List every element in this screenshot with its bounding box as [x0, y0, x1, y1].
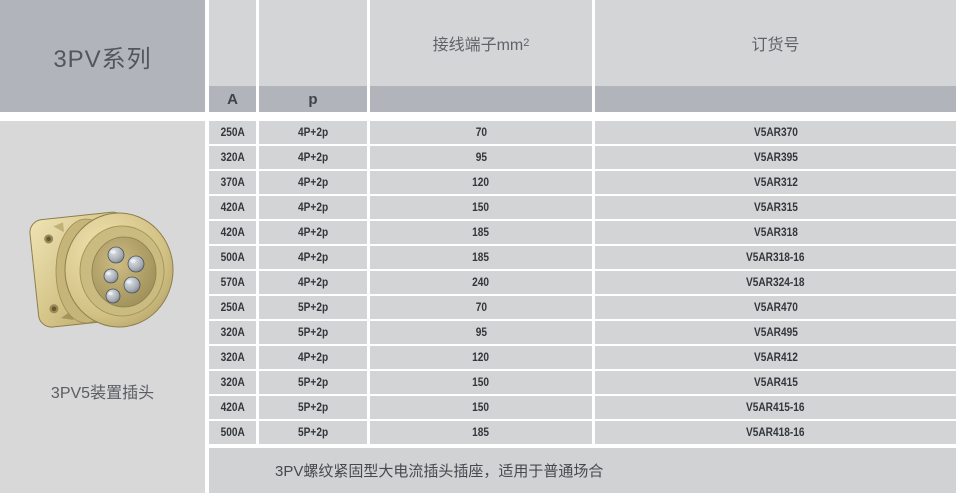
table-row: 370A 4P+2p 120 V5AR312	[209, 171, 956, 194]
cell-amperage: 500A	[209, 246, 256, 269]
subheader-amp-label: A	[227, 90, 238, 108]
cell-terminal: 185	[370, 421, 592, 444]
table-header: 接线端子mm 2 订货号 A p	[209, 0, 956, 112]
product-cell: 3PV5装置插头	[0, 121, 205, 493]
cell-amperage: 420A	[209, 196, 256, 219]
cell-terminal: 150	[370, 396, 592, 419]
header-pole-top	[259, 0, 367, 86]
connector-product-image	[29, 211, 174, 328]
table-row: 320A 4P+2p 95 V5AR395	[209, 146, 956, 169]
cell-order: V5AR470	[595, 296, 956, 319]
subheader-terminal-blank	[370, 86, 592, 112]
subheader-order-blank	[595, 86, 956, 112]
cell-poles: 5P+2p	[259, 296, 367, 319]
footer-note: 3PV螺纹紧固型大电流插头插座，适用于普通场合	[275, 463, 604, 480]
table-row: 420A 5P+2p 150 V5AR415-16	[209, 396, 956, 419]
cell-terminal: 185	[370, 221, 592, 244]
cell-order: V5AR318-16	[595, 246, 956, 269]
table-row: 500A 4P+2p 185 V5AR318-16	[209, 246, 956, 269]
table-footer: 3PV螺纹紧固型大电流插头插座，适用于普通场合	[209, 448, 956, 493]
series-title-box: 3PV系列	[0, 0, 205, 112]
cell-amperage: 320A	[209, 146, 256, 169]
cell-amperage: 250A	[209, 121, 256, 144]
cell-poles: 5P+2p	[259, 321, 367, 344]
cell-poles: 4P+2p	[259, 346, 367, 369]
cell-amperage: 320A	[209, 346, 256, 369]
cell-terminal: 95	[370, 321, 592, 344]
cell-poles: 5P+2p	[259, 421, 367, 444]
table-row: 320A 5P+2p 95 V5AR495	[209, 321, 956, 344]
cell-amperage: 570A	[209, 271, 256, 294]
table-row: 250A 4P+2p 70 V5AR370	[209, 121, 956, 144]
subheader-pole-label: p	[308, 90, 318, 108]
subheader-pole: p	[259, 86, 367, 112]
cell-amperage: 500A	[209, 421, 256, 444]
cell-terminal: 95	[370, 146, 592, 169]
series-title: 3PV系列	[53, 45, 152, 73]
table-row: 320A 4P+2p 120 V5AR412	[209, 346, 956, 369]
cell-poles: 4P+2p	[259, 196, 367, 219]
cell-amperage: 320A	[209, 321, 256, 344]
cell-order: V5AR495	[595, 321, 956, 344]
cell-order: V5AR395	[595, 146, 956, 169]
cell-order: V5AR312	[595, 171, 956, 194]
cell-amperage: 420A	[209, 396, 256, 419]
cell-poles: 4P+2p	[259, 221, 367, 244]
table-row: 500A 5P+2p 185 V5AR418-16	[209, 421, 956, 444]
table-row: 420A 4P+2p 185 V5AR318	[209, 221, 956, 244]
cell-terminal: 120	[370, 346, 592, 369]
cell-poles: 5P+2p	[259, 371, 367, 394]
cell-poles: 4P+2p	[259, 271, 367, 294]
header-order-label: 订货号	[751, 37, 800, 54]
cell-order: V5AR415	[595, 371, 956, 394]
header-amp-top	[209, 0, 256, 86]
cell-terminal: 150	[370, 196, 592, 219]
cell-amperage: 370A	[209, 171, 256, 194]
cell-poles: 4P+2p	[259, 121, 367, 144]
cell-amperage: 320A	[209, 371, 256, 394]
cell-terminal: 150	[370, 371, 592, 394]
table-row: 320A 5P+2p 150 V5AR415	[209, 371, 956, 394]
cell-poles: 4P+2p	[259, 146, 367, 169]
table-row: 570A 4P+2p 240 V5AR324-18	[209, 271, 956, 294]
cell-terminal: 70	[370, 296, 592, 319]
cell-terminal: 240	[370, 271, 592, 294]
cell-amperage: 250A	[209, 296, 256, 319]
cell-order: V5AR324-18	[595, 271, 956, 294]
table-body: 250A 4P+2p 70 V5AR370 320A 4P+2p 95 V5AR…	[209, 121, 956, 444]
cell-order: V5AR315	[595, 196, 956, 219]
product-label: 3PV5装置插头	[50, 385, 155, 402]
cell-poles: 4P+2p	[259, 171, 367, 194]
cell-terminal: 70	[370, 121, 592, 144]
cell-order: V5AR412	[595, 346, 956, 369]
cell-order: V5AR318	[595, 221, 956, 244]
cell-order: V5AR415-16	[595, 396, 956, 419]
cell-order: V5AR418-16	[595, 421, 956, 444]
header-terminal-sup: 2	[523, 37, 530, 49]
table-row: 250A 5P+2p 70 V5AR470	[209, 296, 956, 319]
subheader-amp: A	[209, 86, 256, 112]
cell-poles: 4P+2p	[259, 246, 367, 269]
header-terminal-label: 接线端子mm	[432, 37, 524, 54]
cell-amperage: 420A	[209, 221, 256, 244]
header-order: 订货号	[595, 0, 956, 86]
table-row: 420A 4P+2p 150 V5AR315	[209, 196, 956, 219]
cell-poles: 5P+2p	[259, 396, 367, 419]
header-terminal: 接线端子mm 2	[370, 0, 592, 86]
cell-terminal: 120	[370, 171, 592, 194]
cell-terminal: 185	[370, 246, 592, 269]
cell-order: V5AR370	[595, 121, 956, 144]
